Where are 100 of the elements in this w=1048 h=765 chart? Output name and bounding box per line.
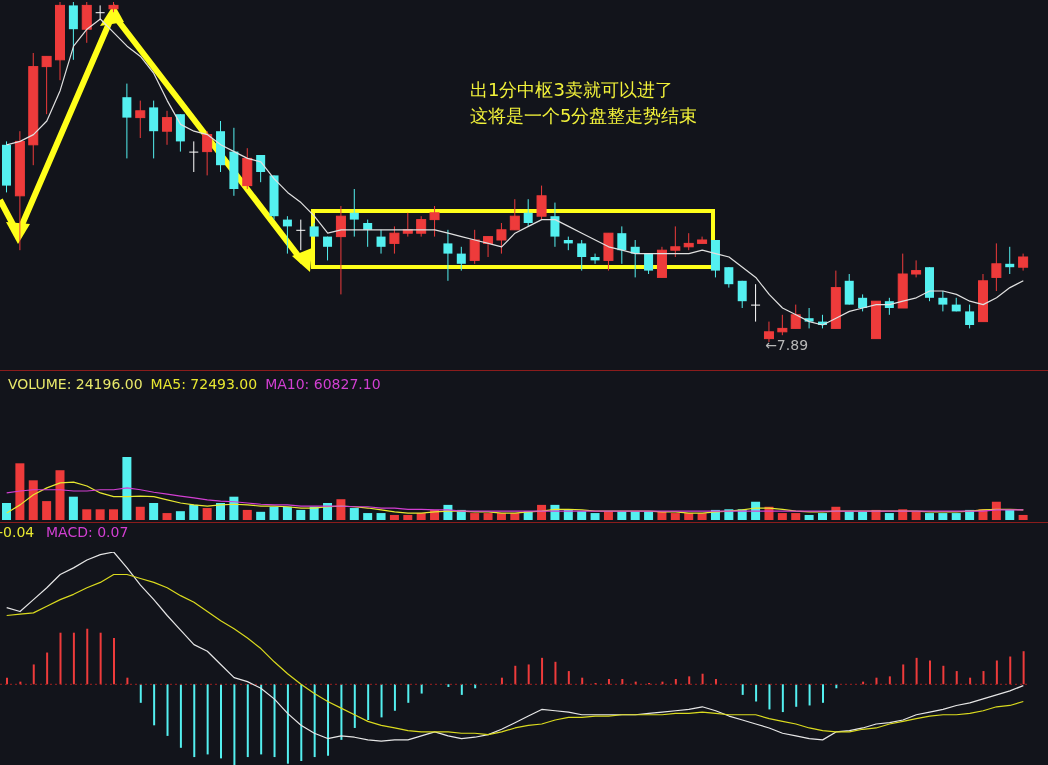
bar <box>701 673 704 685</box>
bar <box>260 684 263 755</box>
bar <box>403 514 413 520</box>
candlestick <box>162 110 173 146</box>
bar <box>741 684 744 695</box>
bar <box>924 513 934 520</box>
bar <box>1018 514 1028 520</box>
bar <box>808 684 811 706</box>
candlestick <box>911 259 922 278</box>
bar <box>336 499 346 520</box>
bar <box>982 671 985 685</box>
bar <box>256 511 266 520</box>
candlestick <box>349 188 359 238</box>
candlestick <box>95 4 105 20</box>
candlestick <box>550 202 560 248</box>
candlestick <box>523 198 533 227</box>
bar <box>688 676 691 685</box>
candlestick <box>149 100 159 159</box>
bar <box>206 684 209 755</box>
candlestick <box>763 321 774 342</box>
bar <box>875 677 878 685</box>
bar <box>607 679 610 685</box>
candlestick <box>122 83 132 159</box>
bar <box>220 684 223 759</box>
bar <box>380 684 383 718</box>
bar <box>46 652 49 685</box>
bar <box>202 508 212 520</box>
bar <box>969 677 972 685</box>
candlestick <box>376 229 386 255</box>
bar <box>470 513 480 520</box>
bar <box>149 502 159 520</box>
bar <box>313 684 316 758</box>
candlestick <box>991 242 1002 292</box>
bar <box>911 511 921 520</box>
candlestick <box>469 229 480 265</box>
bar <box>951 513 961 520</box>
candlestick <box>416 215 427 238</box>
bar <box>590 513 600 520</box>
bar <box>755 684 758 702</box>
bar <box>189 504 199 520</box>
candlestick <box>844 273 854 306</box>
bar <box>928 660 931 685</box>
text: MACD: 0.07 <box>46 524 129 541</box>
bar <box>884 513 894 520</box>
bar <box>193 684 196 758</box>
bar <box>327 684 330 756</box>
bar <box>554 661 557 685</box>
candlestick <box>483 236 494 258</box>
bar <box>697 513 707 520</box>
bar <box>273 684 276 758</box>
bar <box>246 684 249 758</box>
bar <box>527 664 530 685</box>
bar <box>541 657 544 685</box>
bar <box>135 506 145 520</box>
candlestick <box>790 304 801 329</box>
bar <box>6 677 8 685</box>
bar <box>242 509 252 520</box>
bar <box>42 501 52 520</box>
bar <box>153 684 156 726</box>
annotation: ←7.89 <box>765 337 809 354</box>
bar <box>670 513 680 520</box>
bar <box>1009 656 1012 685</box>
bar <box>86 628 89 685</box>
bar <box>139 684 142 703</box>
bar <box>942 665 945 685</box>
bar <box>781 684 784 713</box>
bar <box>902 664 905 685</box>
bar <box>420 684 423 694</box>
bar <box>68 496 78 520</box>
annotation: 出1分中枢3卖就可以进了 <box>470 79 673 100</box>
bar <box>407 684 410 703</box>
bar <box>795 684 798 707</box>
bar <box>162 513 172 520</box>
bar <box>72 632 75 685</box>
bar <box>389 514 399 520</box>
bar <box>233 684 236 765</box>
candlestick <box>496 222 507 255</box>
bar <box>714 679 717 685</box>
bar <box>175 511 185 520</box>
bar <box>898 509 908 520</box>
bar <box>166 684 169 736</box>
candlestick <box>335 205 346 295</box>
bar <box>460 684 463 695</box>
text: MA5: 72493.00 <box>150 376 258 392</box>
bar <box>684 513 694 520</box>
bar <box>55 470 65 520</box>
bar <box>621 679 624 685</box>
candlestick <box>670 225 681 258</box>
candlestick <box>429 205 440 238</box>
bar <box>353 684 356 728</box>
bar <box>286 684 289 764</box>
bar <box>955 671 958 685</box>
bar <box>768 684 771 710</box>
candlestick <box>189 140 199 173</box>
bar <box>447 684 450 687</box>
bar <box>888 676 891 685</box>
bar <box>581 677 584 685</box>
annotation: 这将是一个5分盘整走势结束 <box>470 105 698 126</box>
bar <box>28 480 38 520</box>
candlestick <box>751 283 761 323</box>
